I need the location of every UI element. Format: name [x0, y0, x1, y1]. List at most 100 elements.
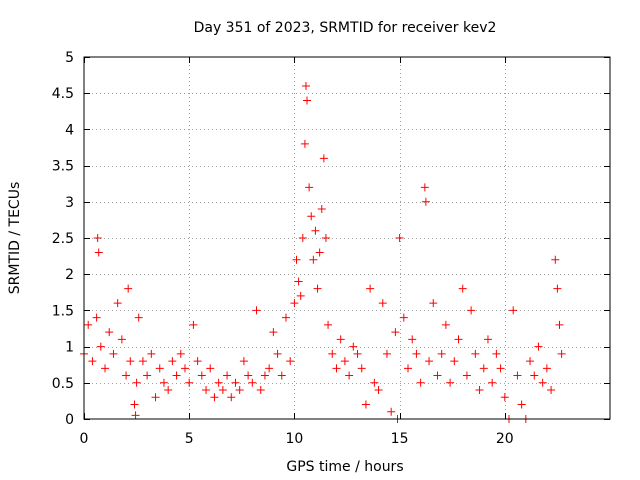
y-axis-label: SRMTID / TECUs — [7, 182, 23, 295]
data-point — [265, 364, 274, 373]
data-point — [305, 183, 314, 192]
data-point — [303, 96, 312, 105]
data-point — [252, 306, 261, 315]
x-tick-label: 0 — [80, 431, 89, 447]
data-point — [94, 248, 103, 257]
data-point — [374, 386, 383, 395]
y-tick-label: 2 — [65, 267, 74, 283]
data-point — [324, 320, 333, 329]
data-point — [109, 349, 118, 358]
data-point — [500, 393, 509, 402]
data-point — [132, 378, 141, 387]
data-point — [88, 357, 97, 366]
data-point — [122, 371, 131, 380]
data-point — [425, 357, 434, 366]
data-point — [311, 226, 320, 235]
data-point — [357, 364, 366, 373]
data-point — [197, 371, 206, 380]
data-point — [454, 335, 463, 344]
data-point — [471, 349, 480, 358]
data-point — [300, 139, 309, 148]
data-point — [189, 320, 198, 329]
data-point — [260, 371, 269, 380]
data-point — [479, 364, 488, 373]
data-point — [416, 378, 425, 387]
data-point — [458, 284, 467, 293]
data-point — [130, 400, 139, 409]
data-point — [467, 306, 476, 315]
data-point — [370, 378, 379, 387]
data-point — [256, 386, 265, 395]
data-point — [159, 378, 168, 387]
data-point — [164, 386, 173, 395]
x-tick-label: 20 — [496, 431, 514, 447]
y-tick-label: 4.5 — [52, 86, 74, 102]
data-point — [176, 349, 185, 358]
data-point — [172, 371, 181, 380]
y-tick-label: 0.5 — [52, 376, 74, 392]
x-axis-label: GPS time / hours — [286, 459, 403, 475]
data-point — [517, 400, 526, 409]
data-point — [235, 386, 244, 395]
data-point — [231, 378, 240, 387]
data-point — [210, 393, 219, 402]
data-point — [206, 364, 215, 373]
data-point — [92, 313, 101, 322]
data-point — [202, 386, 211, 395]
data-point — [378, 299, 387, 308]
data-point — [292, 255, 301, 264]
data-point — [147, 349, 156, 358]
data-point — [555, 320, 564, 329]
data-point — [437, 349, 446, 358]
data-point — [239, 357, 248, 366]
data-point — [286, 357, 295, 366]
data-point — [269, 328, 278, 337]
data-point — [420, 183, 429, 192]
data-point — [496, 364, 505, 373]
data-point — [538, 378, 547, 387]
data-point — [526, 357, 535, 366]
data-point — [277, 371, 286, 380]
data-point — [248, 378, 257, 387]
data-point — [429, 299, 438, 308]
data-point — [313, 284, 322, 293]
data-point — [366, 284, 375, 293]
y-tick-label: 4 — [65, 122, 74, 138]
data-point — [361, 400, 370, 409]
data-point — [321, 234, 330, 242]
data-point — [404, 364, 413, 373]
data-point — [553, 284, 562, 293]
data-point — [395, 234, 404, 242]
data-point — [336, 335, 345, 344]
data-point — [223, 371, 232, 380]
data-point — [315, 248, 324, 257]
data-point — [281, 313, 290, 322]
data-point — [290, 299, 299, 308]
data-point — [408, 335, 417, 344]
data-point — [185, 378, 194, 387]
data-point — [244, 371, 253, 380]
data-point — [391, 328, 400, 337]
data-point — [84, 320, 93, 329]
data-point — [446, 378, 455, 387]
data-points — [80, 81, 566, 423]
data-point — [530, 371, 539, 380]
tick-labels: 0 5 10 15 20 0 0.5 1 1.5 2 2.5 3 3.5 4 4.5 5 — [52, 50, 610, 447]
data-point — [155, 364, 164, 373]
y-tick-label: 5 — [65, 50, 74, 66]
data-point — [332, 364, 341, 373]
data-point — [513, 371, 522, 380]
data-point — [143, 371, 152, 380]
data-point — [273, 349, 282, 358]
data-point — [328, 349, 337, 358]
data-point — [353, 349, 362, 358]
data-point — [113, 299, 122, 308]
data-point — [557, 349, 566, 358]
data-point — [551, 255, 560, 264]
data-point — [105, 328, 114, 337]
data-point — [214, 378, 223, 387]
data-point — [101, 364, 110, 373]
data-point — [301, 81, 310, 90]
data-point — [441, 320, 450, 329]
